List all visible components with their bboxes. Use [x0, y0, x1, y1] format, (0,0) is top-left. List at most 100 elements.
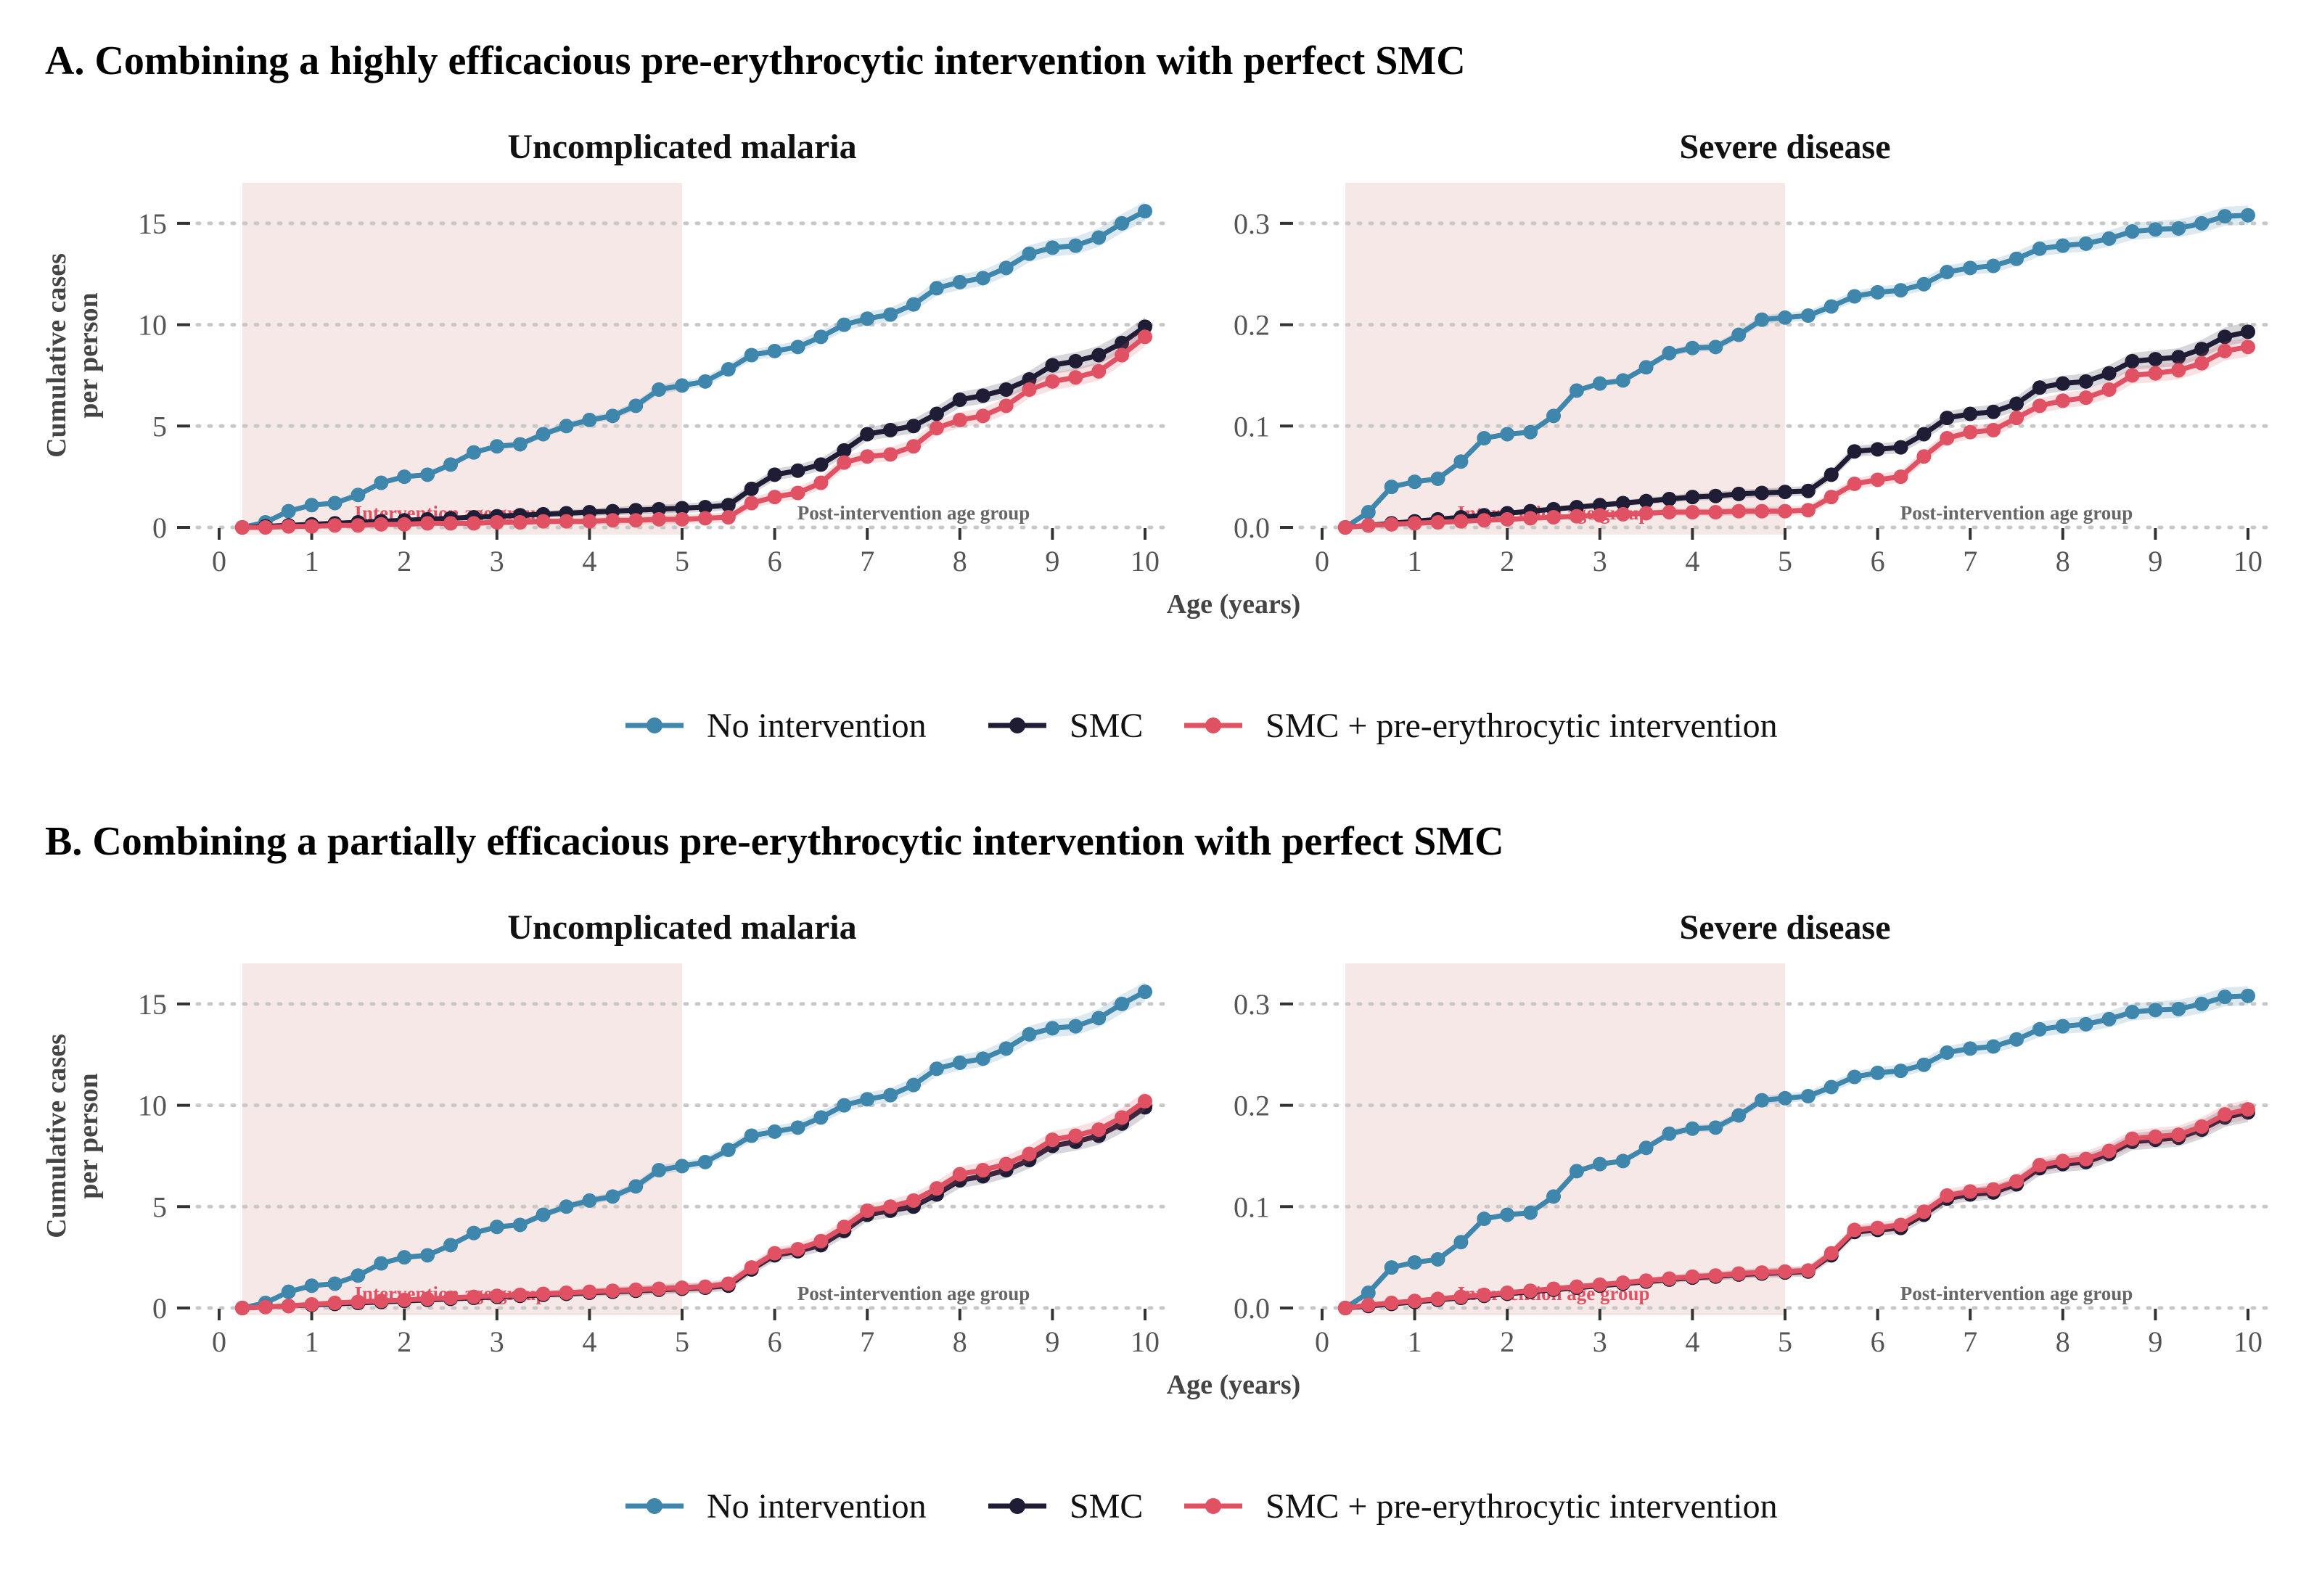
data-point — [304, 519, 319, 534]
data-point — [1755, 1093, 1770, 1108]
data-point — [1662, 345, 1677, 361]
x-tick-label: 4 — [582, 1325, 596, 1358]
legend-label: SMC — [1070, 1487, 1143, 1526]
x-tick-label: 8 — [2056, 1325, 2070, 1358]
data-point — [721, 498, 736, 513]
data-point — [350, 518, 366, 533]
legend-label: SMC + pre-erythrocytic intervention — [1265, 707, 1778, 745]
x-axis-label: Age (years) — [1167, 1370, 1301, 1400]
data-point — [327, 1276, 342, 1291]
data-point — [652, 511, 667, 527]
data-point — [1708, 340, 1723, 355]
data-point — [1731, 486, 1747, 501]
data-point — [837, 1098, 852, 1113]
data-point — [559, 514, 574, 529]
data-point — [790, 1120, 805, 1135]
data-point — [327, 1296, 342, 1311]
x-tick-label: 2 — [397, 1325, 411, 1358]
data-point — [1731, 503, 1747, 519]
data-point — [1940, 411, 1955, 426]
data-point — [1500, 1286, 1515, 1301]
data-point — [929, 406, 944, 421]
data-point — [2032, 380, 2047, 395]
data-point — [1569, 383, 1584, 398]
data-point — [1615, 506, 1630, 522]
data-point — [1546, 1189, 1561, 1204]
data-point — [1870, 472, 1885, 488]
data-point — [350, 1268, 366, 1283]
data-point — [2171, 1001, 2186, 1016]
data-point — [512, 437, 528, 452]
data-point — [1477, 431, 1492, 446]
data-point — [2032, 241, 2047, 256]
y-tick-label: 0 — [152, 511, 167, 544]
data-point — [281, 1299, 296, 1314]
x-tick-label: 8 — [953, 1325, 967, 1358]
data-point — [1778, 503, 1792, 519]
data-point — [2148, 366, 2163, 381]
data-point — [1407, 1255, 1422, 1270]
data-point — [1115, 347, 1130, 363]
data-point — [1755, 1265, 1770, 1280]
data-point — [2171, 221, 2186, 236]
data-point — [906, 1077, 921, 1093]
data-point — [420, 467, 435, 482]
data-point — [605, 1189, 620, 1204]
data-point — [2218, 1107, 2233, 1122]
data-point — [1685, 490, 1700, 505]
data-point — [906, 1193, 921, 1208]
data-point — [837, 317, 852, 332]
x-tick-label: 10 — [1131, 545, 1160, 577]
legend-label: No intervention — [707, 707, 927, 745]
data-point — [1708, 488, 1723, 503]
x-tick-label: 5 — [675, 545, 689, 577]
data-point — [906, 439, 921, 454]
data-point — [1523, 511, 1538, 526]
data-point — [1430, 1251, 1445, 1267]
data-point — [813, 1110, 829, 1125]
data-point — [1115, 335, 1130, 350]
data-point — [1986, 404, 2001, 419]
data-point — [837, 455, 852, 470]
data-point — [2171, 350, 2186, 365]
data-point — [1453, 1235, 1469, 1250]
data-point — [952, 392, 967, 407]
data-point — [906, 297, 921, 312]
data-point — [1523, 1205, 1538, 1220]
data-point — [1546, 408, 1561, 424]
data-point — [2148, 1003, 2163, 1018]
data-point — [281, 503, 296, 519]
data-point — [1893, 440, 1908, 455]
data-point — [1870, 284, 1885, 300]
data-point — [1068, 1019, 1083, 1034]
data-point — [1361, 1297, 1376, 1312]
data-point — [512, 1217, 528, 1233]
data-point — [790, 340, 805, 355]
facet-title: Uncomplicated malaria — [507, 908, 856, 947]
y-tick-label: 15 — [138, 988, 167, 1021]
data-point — [952, 412, 967, 427]
facet-severe: Severe disease0.00.10.20.3012345678910In… — [1234, 908, 2272, 1358]
data-point — [1685, 1269, 1700, 1284]
data-point — [1115, 215, 1130, 231]
data-point — [2009, 1174, 2024, 1189]
data-point — [1068, 1128, 1083, 1143]
data-point — [1685, 505, 1700, 520]
data-point — [536, 514, 551, 529]
data-point — [1068, 353, 1083, 369]
x-tick-label: 5 — [675, 1325, 689, 1358]
data-point — [2171, 1127, 2186, 1143]
data-point — [582, 1284, 597, 1299]
data-point — [1893, 283, 1908, 298]
data-point — [2241, 324, 2255, 340]
data-point — [1986, 1182, 2001, 1197]
x-tick-label: 5 — [1778, 545, 1792, 577]
data-point — [1453, 1289, 1469, 1304]
data-point — [1138, 319, 1152, 334]
data-point — [304, 1278, 319, 1293]
data-point — [2194, 355, 2210, 371]
data-point — [2125, 353, 2140, 369]
data-point — [1755, 485, 1770, 501]
data-point — [1963, 260, 1978, 276]
